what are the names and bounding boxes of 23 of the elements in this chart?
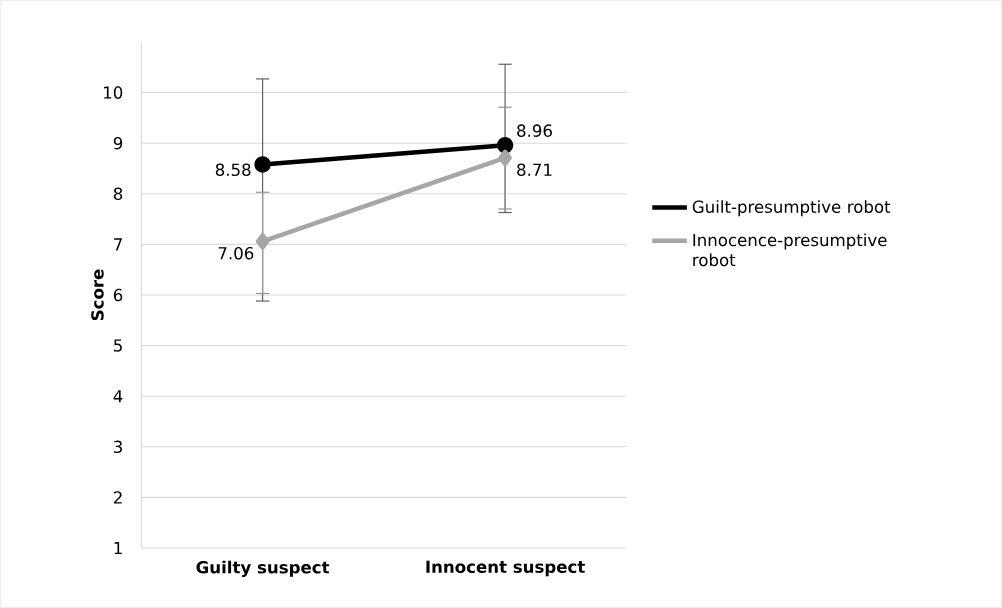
y-tick-label: 1 xyxy=(114,541,122,555)
y-tick-label: 10 xyxy=(104,86,123,99)
y-tick-label: 2 xyxy=(113,491,122,504)
y-tick-label: 3 xyxy=(114,440,122,454)
y-axis-title: Score xyxy=(91,269,104,321)
point xyxy=(255,233,270,250)
y-tick-label: 4 xyxy=(113,390,123,403)
legend-label: Guilt-presumptive robot xyxy=(692,200,891,217)
data-label: 8.58 xyxy=(215,163,251,177)
point xyxy=(498,149,512,167)
data-label: 7.06 xyxy=(218,246,254,260)
x-tick-label: Innocent suspect xyxy=(426,560,585,577)
point xyxy=(254,156,271,173)
point xyxy=(496,136,514,154)
y-tick-label: 7 xyxy=(114,238,122,251)
y-tick-label: 6 xyxy=(113,288,123,302)
y-tick-label: 9 xyxy=(113,136,123,150)
data-label: 8.96 xyxy=(517,124,552,137)
legend-label: Innocence-presumptive robot xyxy=(693,233,887,267)
y-tick-label: 8 xyxy=(113,187,123,201)
data-label: 8.71 xyxy=(517,163,552,177)
x-tick-label: Guilty suspect xyxy=(196,560,330,577)
y-tick-label: 5 xyxy=(114,339,122,352)
